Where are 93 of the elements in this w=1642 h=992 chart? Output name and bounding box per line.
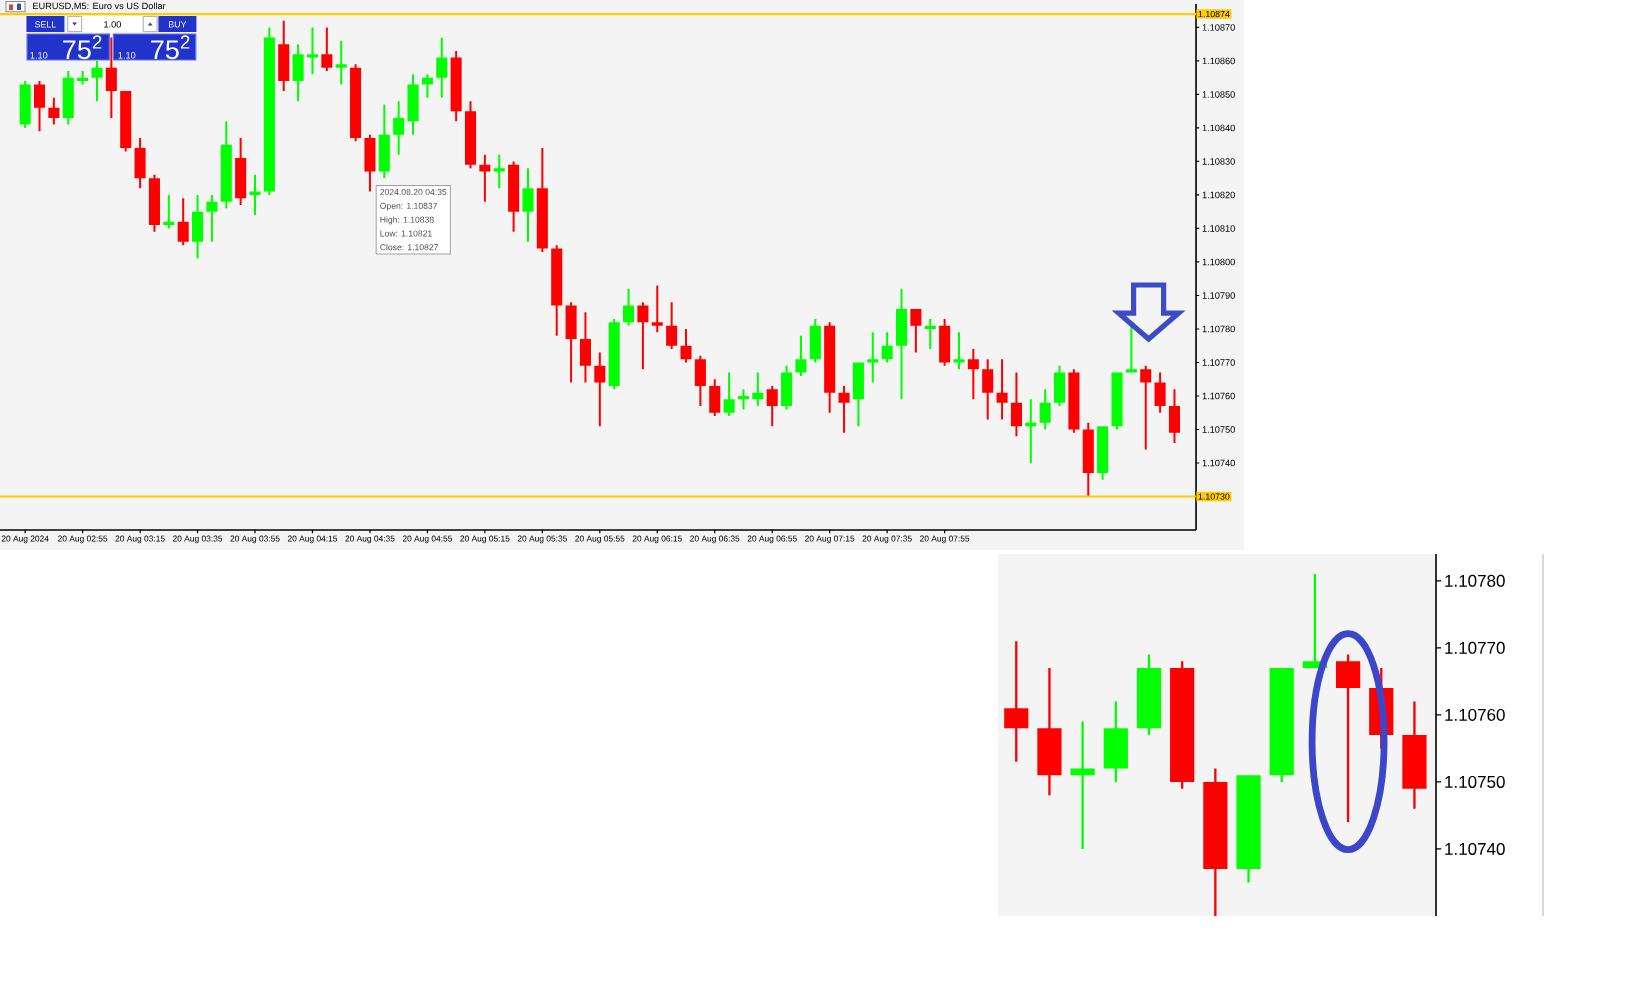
candlestick <box>608 318 620 390</box>
candlestick <box>723 372 735 417</box>
candlestick <box>407 74 419 135</box>
candlestick <box>1140 365 1152 450</box>
candlestick <box>637 302 649 370</box>
candlestick <box>1170 661 1195 789</box>
candlestick <box>910 308 922 353</box>
candlestick <box>996 359 1008 420</box>
candlestick <box>895 288 908 400</box>
y-tick-label: 1.10740 <box>1445 842 1505 855</box>
candlestick <box>19 81 31 128</box>
candlestick <box>852 362 864 427</box>
candlestick <box>163 194 175 229</box>
candlestick <box>220 121 232 209</box>
candlestick <box>1154 372 1166 413</box>
candlestick <box>881 332 893 363</box>
candlestick <box>148 174 160 232</box>
candlestick <box>278 20 290 92</box>
candlestick <box>982 359 994 420</box>
candlestick <box>1070 721 1095 849</box>
candlestick <box>206 194 218 242</box>
annotation: 75$^{2}$ <box>63 35 102 60</box>
candlestick <box>1103 701 1128 782</box>
candlestick <box>522 168 534 242</box>
y-tick-label: 1.10780 <box>1445 574 1505 587</box>
candlestick <box>493 154 505 189</box>
candlestick <box>795 335 807 376</box>
candlestick <box>1402 701 1427 809</box>
candlestick <box>809 318 821 363</box>
candlestick <box>1039 389 1051 430</box>
candlestick <box>1010 372 1022 437</box>
y-tick-label: 1.10770 <box>1445 641 1505 654</box>
candlestick <box>623 288 635 326</box>
candlestick <box>508 161 520 232</box>
candlestick <box>350 64 362 142</box>
candlestick <box>1203 768 1228 916</box>
candlestick <box>766 385 778 427</box>
candlestick <box>1004 641 1029 762</box>
candlestick <box>838 385 850 433</box>
candlestick <box>1054 365 1066 407</box>
candlestick <box>924 318 936 350</box>
candlestick <box>192 194 204 259</box>
candlestick <box>364 134 376 192</box>
candlestick <box>33 81 46 132</box>
candlestick <box>1136 654 1162 735</box>
candlestick <box>378 104 390 179</box>
candlestick <box>1037 667 1062 796</box>
y-tick-label: 1.10750 <box>1445 775 1505 788</box>
candlestick <box>1097 426 1109 480</box>
candlestick <box>953 332 965 370</box>
candlestick <box>335 40 347 85</box>
candlestick <box>1335 654 1361 823</box>
candlestick <box>939 318 951 366</box>
candlestick <box>579 312 591 383</box>
candlestick <box>134 138 146 189</box>
candlestick <box>1236 775 1261 883</box>
candlestick <box>464 101 477 169</box>
candlestick <box>436 37 448 98</box>
candlestick <box>177 198 189 246</box>
candlestick <box>594 352 606 427</box>
candlestick <box>249 174 261 216</box>
candlestick <box>651 285 663 333</box>
y-tick-label: 1.10760 <box>1445 708 1505 721</box>
candlestick <box>91 60 103 102</box>
candlestick <box>263 27 275 195</box>
candlestick <box>694 355 706 407</box>
candlestick <box>479 154 491 202</box>
candlestick <box>1082 422 1094 497</box>
candlestick <box>1068 369 1080 433</box>
annotation: 75$^{2}$ <box>151 35 190 60</box>
candlestick <box>565 302 577 383</box>
candlestick <box>781 365 793 410</box>
candlestick <box>105 37 117 118</box>
candlestick <box>551 245 563 336</box>
candlestick <box>450 50 462 122</box>
candlestick <box>1111 372 1123 430</box>
candlestick <box>1269 667 1294 782</box>
candlestick <box>1025 399 1037 463</box>
candlestick <box>824 322 836 413</box>
candlestick <box>1125 325 1137 373</box>
candlestick <box>393 101 405 155</box>
candlestick <box>235 138 247 206</box>
candlestick <box>967 349 979 400</box>
candlestick <box>120 91 132 152</box>
candlestick <box>867 332 879 383</box>
candlestick <box>48 97 60 125</box>
candlestick <box>680 328 692 363</box>
candlestick <box>1168 389 1180 443</box>
candlestick <box>666 302 678 350</box>
candlestick <box>421 74 433 98</box>
candlestick <box>536 148 548 252</box>
candlestick <box>709 379 721 417</box>
candlestick <box>321 27 333 71</box>
